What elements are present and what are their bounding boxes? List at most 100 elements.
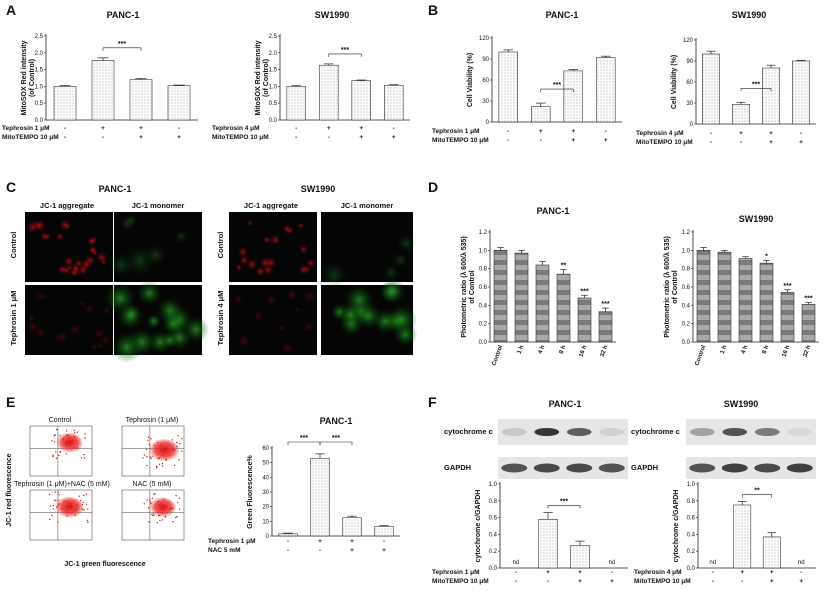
flow-event: [83, 509, 85, 511]
flow-event: [74, 447, 76, 449]
flow-event: [52, 508, 55, 510]
flow-event: [69, 437, 71, 439]
bar: [374, 526, 394, 537]
flow-event: [83, 453, 85, 456]
flow-event: [87, 508, 89, 510]
y-tick-label: 0.2: [489, 549, 498, 555]
cell: [27, 313, 36, 323]
flow-event: [55, 506, 58, 508]
cell: [320, 261, 349, 289]
bar: [731, 104, 750, 125]
cell: [63, 222, 71, 230]
condition-sign: +: [578, 569, 582, 576]
condition-sign: +: [770, 578, 774, 585]
cell: [79, 300, 86, 307]
condition-sign: -: [393, 125, 395, 132]
y-tick-label: 1.0: [682, 248, 691, 254]
flow-event: [86, 519, 89, 522]
flow-event: [153, 493, 155, 496]
flow-event: [74, 510, 76, 512]
condition-sign: +: [546, 569, 550, 576]
y-tick-label: 120: [479, 36, 490, 42]
cytochrome-band: [501, 428, 527, 436]
cell: [173, 229, 189, 244]
cell: [39, 231, 49, 241]
nd-label: nd: [709, 560, 716, 566]
y-tick-label: 60: [262, 446, 269, 452]
nd-label: nd: [609, 560, 616, 566]
flow-title-tephrosin: Tephrosin (1 μM): [126, 417, 179, 424]
cytochrome-band: [787, 428, 813, 436]
y-tick-label: 0.0: [682, 340, 691, 346]
flow-event: [165, 506, 167, 508]
y-tick-label: 30: [262, 490, 269, 496]
flow-event: [173, 449, 176, 452]
flow-event: [84, 437, 86, 439]
flow-event: [52, 454, 54, 456]
cell: [246, 220, 254, 227]
flow-event: [149, 456, 151, 458]
bar: [531, 106, 551, 123]
cell: [136, 280, 162, 306]
y-tick-label: 0.0: [687, 566, 696, 572]
blot-label-gapdh-left: GAPDH: [444, 463, 471, 472]
x-tick-label: 32 h: [600, 344, 610, 358]
cell: [392, 252, 408, 268]
chart-b-sw1990: SW1990 0 30 60 90 120 Cell Viability (%) *** Tep…: [636, 10, 816, 146]
chart-title: SW1990: [315, 10, 350, 20]
flow-event: [153, 444, 156, 446]
y-label: Photometric ratio (λ 600/λ 535): [460, 236, 468, 338]
chart-title: SW1990: [732, 10, 767, 20]
panel-letter-c: C: [6, 179, 16, 195]
flow-event: [69, 442, 72, 444]
flow-event: [75, 508, 78, 510]
flow-event: [157, 457, 159, 460]
blot-label-cytc-right: cytochrome c: [631, 427, 680, 436]
bar: [167, 85, 191, 121]
x-tick-label: 1 h: [517, 344, 526, 355]
y-label: Cell Viability (%): [671, 55, 678, 109]
y-tick-label: 0.8: [479, 267, 488, 273]
flow-event: [179, 443, 181, 445]
chart-f-sw1990: 0.0 0.2 0.4 0.6 0.8 1.0 cytochrome c/GAPDH nd nd…: [634, 482, 816, 585]
significance-mark: ***: [580, 288, 588, 295]
flow-event: [181, 450, 183, 452]
bar: [498, 51, 518, 123]
y-tick-label: 30: [482, 99, 489, 105]
condition-label: Tephrosin 1 μM: [432, 569, 480, 576]
flow-event: [165, 447, 168, 450]
cell: [91, 249, 99, 257]
flow-event: [62, 438, 64, 440]
bar: [319, 64, 339, 121]
flow-event: [65, 509, 67, 512]
y-tick-label: 0: [486, 120, 490, 126]
y-label: cytochrome c/GAPDH: [475, 490, 482, 563]
micro-title-sw1990: SW1990: [301, 184, 336, 194]
significance-mark: ***: [601, 301, 609, 308]
flow-event: [58, 494, 60, 496]
y-tick-label: 50: [262, 461, 269, 467]
y-tick-label: 0: [690, 122, 694, 128]
micro-col-monomer-left: JC-1 monomer: [132, 201, 185, 210]
y-tick-label: 20: [262, 505, 269, 511]
y-tick-label: 30: [686, 101, 693, 107]
flow-event: [73, 432, 76, 434]
y-tick-label: 0.4: [479, 303, 488, 309]
bar: [514, 252, 529, 343]
cell: [382, 264, 400, 281]
flow-event: [85, 503, 88, 505]
y-tick-label: 2.0: [269, 51, 278, 57]
flow-event: [177, 501, 179, 504]
flow-event: [176, 516, 178, 518]
bar: [493, 250, 508, 343]
flow-event: [51, 514, 53, 517]
condition-sign: -: [507, 137, 509, 144]
cytochrome-band: [599, 428, 625, 436]
significance-mark: ***: [300, 435, 308, 442]
flow-event: [160, 508, 162, 510]
y-tick-label: 1.2: [479, 230, 488, 236]
y-tick-label: 1.0: [35, 84, 44, 90]
flow-event: [67, 501, 69, 504]
y-tick-label: 2.5: [35, 34, 44, 40]
chart-title: PANC-1: [320, 416, 353, 426]
